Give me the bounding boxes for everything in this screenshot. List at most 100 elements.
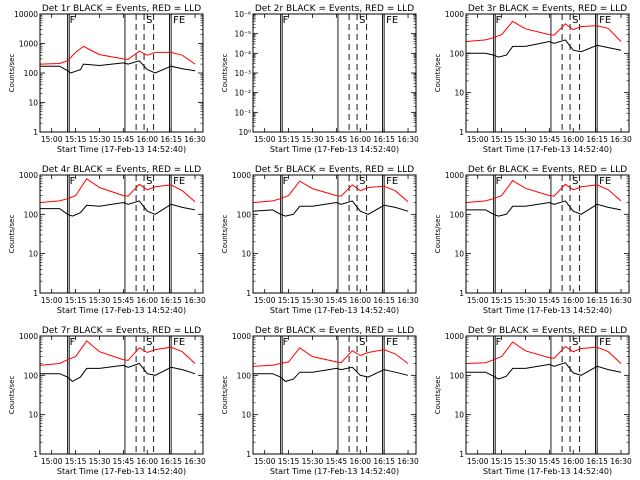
x-tick-label: 15:15 (278, 296, 300, 305)
x-tick-label: 15:15 (65, 457, 87, 466)
series-lld-line (40, 178, 196, 203)
x-tick-label: 15:30 (302, 135, 324, 144)
x-tick-label: 16:15 (160, 296, 182, 305)
x-tick-label: 15:15 (491, 135, 513, 144)
detector-panel: Det 1r BLACK = Events, RED = LLD Counts/s… (8, 4, 206, 154)
x-tick-label: 15:30 (515, 296, 537, 305)
x-tick-label: 15:30 (89, 296, 111, 305)
event-flag: F (283, 337, 289, 348)
detector-panel: Det 6r BLACK = Events, RED = LLD Counts/s… (434, 165, 632, 315)
y-tick-label: 1000 (19, 40, 38, 49)
x-tick-label: 15:30 (515, 135, 537, 144)
panel-title: Det 5r BLACK = Events, RED = LLD (255, 165, 414, 175)
panel-title: Det 9r BLACK = Events, RED = LLD (468, 326, 627, 336)
event-flag: FE (599, 337, 611, 348)
x-tick-label: 15:45 (113, 457, 135, 466)
event-flag: FE (173, 337, 185, 348)
y-tick-label: 1 (459, 450, 464, 459)
series-events-line (253, 200, 409, 217)
y-axis-label: Counts/sec (434, 376, 442, 415)
series-lld-line (466, 341, 622, 364)
series-events-line (40, 362, 196, 383)
y-tick-label: 10⁻³ (234, 69, 251, 78)
y-tick-label: 10 (28, 411, 38, 420)
y-axis-label: Counts/sec (221, 376, 229, 415)
y-tick-label: 1000 (445, 332, 464, 341)
event-flag: FE (599, 176, 611, 187)
y-tick-label: 1 (33, 128, 38, 137)
x-tick-label: 15:45 (326, 135, 348, 144)
x-tick-label: 15:00 (254, 135, 276, 144)
y-tick-label: 100 (450, 371, 465, 380)
series-lld-line (466, 20, 622, 42)
y-tick-label: 10⁻⁵ (234, 30, 251, 39)
event-flag: S (359, 15, 365, 26)
y-tick-label: 10 (454, 250, 464, 259)
y-tick-label: 1 (246, 289, 251, 298)
detector-panel: Det 8r BLACK = Events, RED = LLD Counts/s… (221, 326, 419, 476)
series-lld-line (466, 179, 622, 203)
x-tick-label: 16:15 (373, 135, 395, 144)
series-events-line (466, 200, 622, 217)
event-flag: F (496, 176, 502, 187)
y-tick-label: 10⁻⁴ (234, 49, 251, 58)
y-tick-label: 1 (33, 289, 38, 298)
y-tick-label: 100 (450, 49, 465, 58)
x-tick-label: 16:15 (373, 457, 395, 466)
x-axis-label: Start Time (17-Feb-13 14:52:40) (483, 467, 612, 476)
series-events-line (40, 200, 196, 217)
series-events-line (466, 362, 622, 380)
x-tick-label: 16:15 (586, 296, 608, 305)
x-tick-label: 15:15 (65, 135, 87, 144)
series-lld-line (40, 45, 196, 65)
x-tick-label: 16:30 (397, 135, 419, 144)
y-tick-label: 100 (450, 210, 465, 219)
x-tick-label: 15:30 (515, 457, 537, 466)
event-flag: F (496, 15, 502, 26)
x-tick-label: 16:00 (349, 457, 371, 466)
event-flag: FE (599, 15, 611, 26)
y-tick-label: 1000 (445, 10, 464, 19)
x-tick-label: 16:30 (184, 135, 206, 144)
x-tick-label: 16:15 (373, 296, 395, 305)
x-tick-label: 16:30 (610, 296, 632, 305)
plot-frame (252, 335, 417, 455)
series-events-line (253, 366, 409, 382)
series-lld-line (253, 180, 409, 203)
x-tick-label: 15:00 (41, 135, 63, 144)
x-axis-label: Start Time (17-Feb-13 14:52:40) (57, 467, 186, 476)
plot-frame (39, 174, 204, 294)
y-tick-label: 10⁰ (238, 128, 251, 137)
y-tick-label: 10⁻¹ (234, 108, 251, 117)
detector-panel: Det 4r BLACK = Events, RED = LLD Counts/s… (8, 165, 206, 315)
event-flag: S (572, 176, 578, 187)
x-tick-label: 15:45 (113, 296, 135, 305)
detector-panel: Det 7r BLACK = Events, RED = LLD Counts/s… (8, 326, 206, 476)
x-tick-label: 16:00 (136, 296, 158, 305)
y-tick-label: 10 (28, 99, 38, 108)
y-tick-label: 1000 (232, 332, 251, 341)
x-tick-label: 16:00 (349, 135, 371, 144)
event-flag: S (572, 15, 578, 26)
y-tick-label: 1 (246, 450, 251, 459)
y-tick-label: 10 (241, 411, 251, 420)
plot-frame (39, 335, 204, 455)
detector-panel: Det 5r BLACK = Events, RED = LLD Counts/s… (221, 165, 419, 315)
x-tick-label: 16:30 (184, 457, 206, 466)
y-axis-label: Counts/sec (8, 54, 16, 93)
x-tick-label: 15:30 (89, 135, 111, 144)
x-tick-label: 15:15 (491, 457, 513, 466)
panel-title: Det 4r BLACK = Events, RED = LLD (42, 165, 201, 175)
y-tick-label: 1000 (19, 332, 38, 341)
x-tick-label: 15:00 (254, 296, 276, 305)
x-tick-label: 16:15 (586, 457, 608, 466)
series-events-line (40, 60, 196, 74)
series-lld-line (40, 340, 196, 366)
event-flag: FE (173, 176, 185, 187)
detector-panel: Det 2r BLACK = Events, RED = LLD Counts/s… (221, 4, 419, 154)
plot-frame (465, 335, 630, 455)
x-tick-label: 15:00 (41, 296, 63, 305)
event-flag: S (572, 337, 578, 348)
event-flag: F (70, 176, 76, 187)
x-tick-label: 15:45 (326, 296, 348, 305)
